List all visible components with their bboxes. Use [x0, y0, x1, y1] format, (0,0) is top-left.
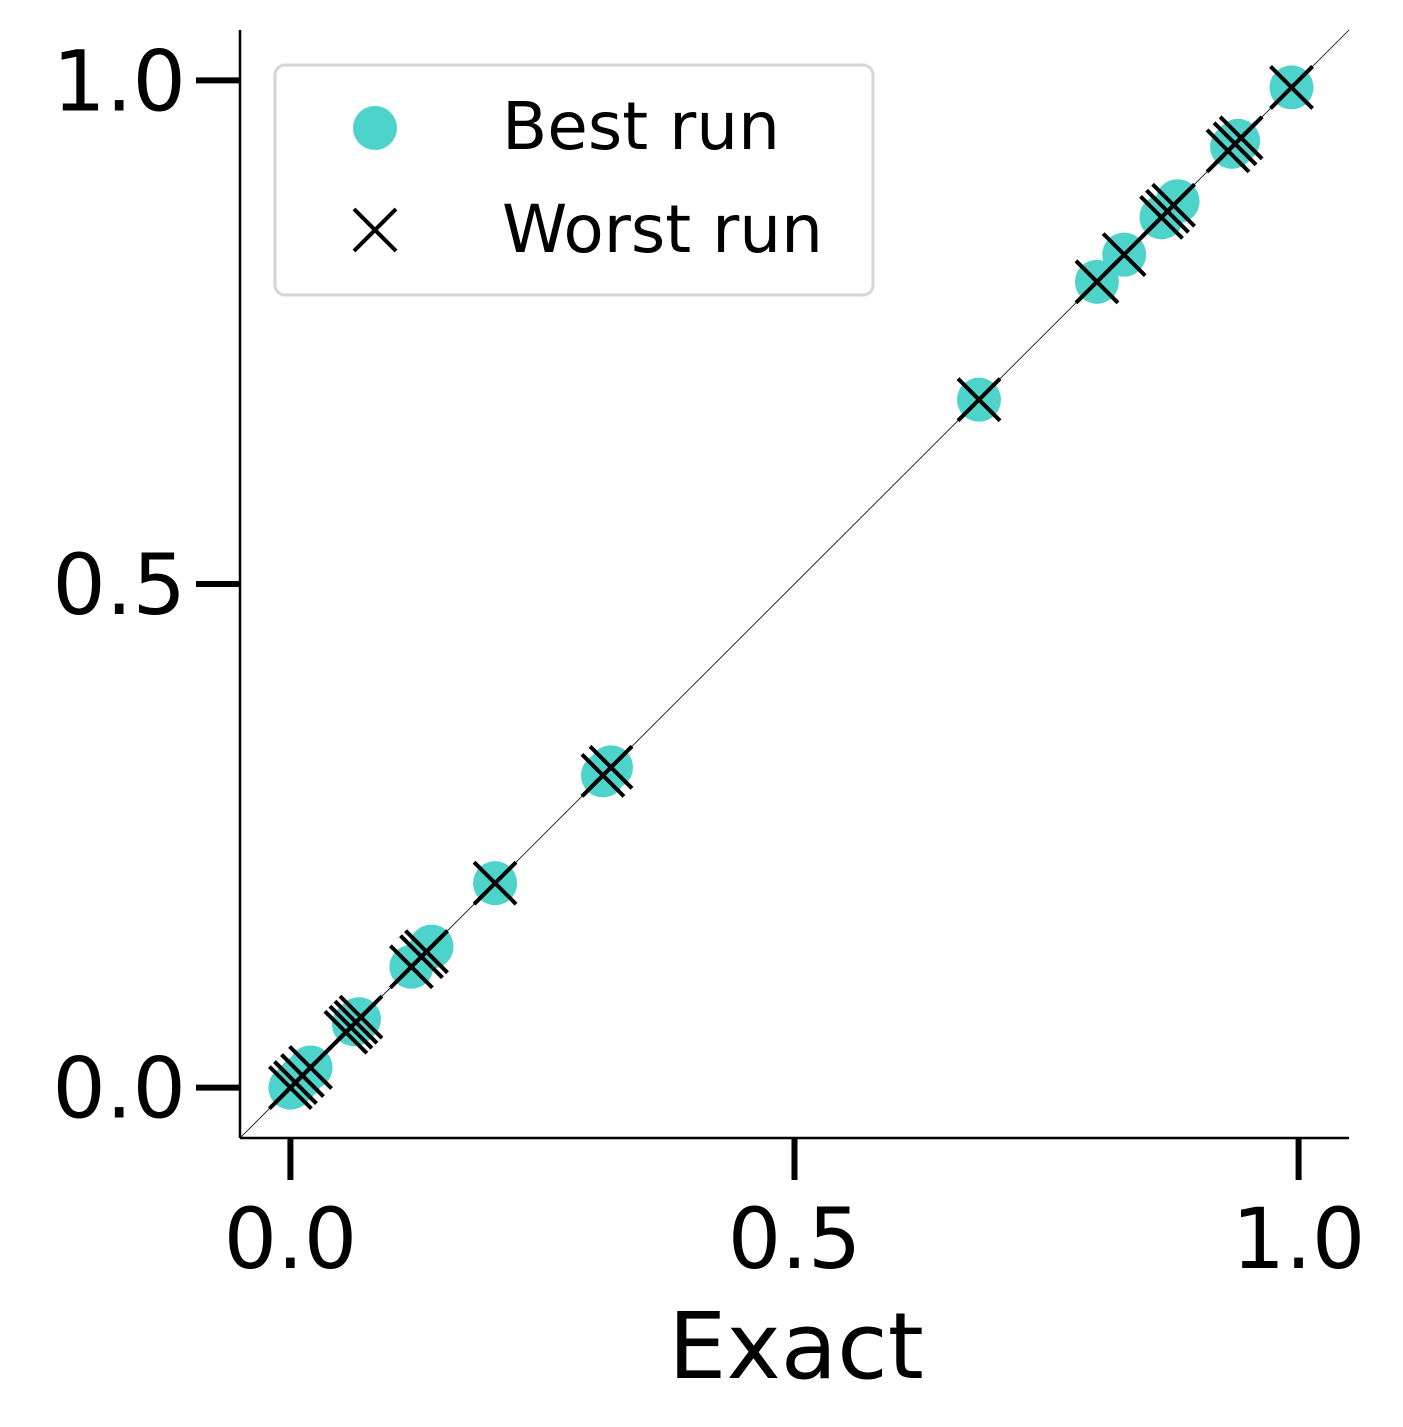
worst-run-point: [956, 377, 1002, 423]
worst-run-point: [1269, 65, 1314, 110]
worst-run-stroke: [1151, 182, 1196, 228]
worst-run-point: [1218, 115, 1264, 161]
x-tick-label: 0.5: [728, 1190, 862, 1288]
x-axis-label: Exact: [668, 1293, 924, 1400]
worst-run-stroke: [472, 860, 518, 906]
worst-run-point: [338, 994, 384, 1040]
y-tick-label: 0.0: [52, 1040, 186, 1138]
worst-run-stroke: [338, 994, 384, 1040]
worst-run-point: [1151, 182, 1196, 228]
legend-marker-best-run: [353, 106, 397, 150]
worst-run-stroke: [1101, 232, 1147, 278]
legend-frame: [273, 63, 875, 297]
ticks: 0.0 0.5 1.0 0.0 0.5 1.0: [52, 32, 1365, 1288]
y-tick-label: 0.5: [52, 536, 186, 634]
worst-run-point: [404, 929, 449, 975]
legend-label-worst-run: Worst run: [502, 191, 823, 268]
worst-run-stroke: [404, 929, 449, 975]
y-tick-label: 1.0: [52, 32, 186, 130]
worst-run-stroke: [588, 744, 634, 790]
x-tick-label: 0.0: [224, 1190, 358, 1288]
worst-run-stroke: [956, 377, 1002, 423]
data-points-layer: [267, 65, 1314, 1111]
legend: Best run Worst run: [273, 63, 875, 297]
worst-run-stroke: [1218, 115, 1264, 161]
legend-label-best-run: Best run: [502, 88, 780, 165]
worst-run-point: [288, 1045, 333, 1090]
legend-marker-worst-run: [352, 207, 398, 253]
worst-run-stroke: [1269, 65, 1314, 110]
worst-run-point: [588, 744, 634, 790]
worst-run-point: [472, 860, 518, 906]
worst-run-point: [1101, 232, 1147, 278]
worst-run-stroke: [288, 1045, 333, 1090]
x-tick-label: 1.0: [1232, 1190, 1366, 1288]
